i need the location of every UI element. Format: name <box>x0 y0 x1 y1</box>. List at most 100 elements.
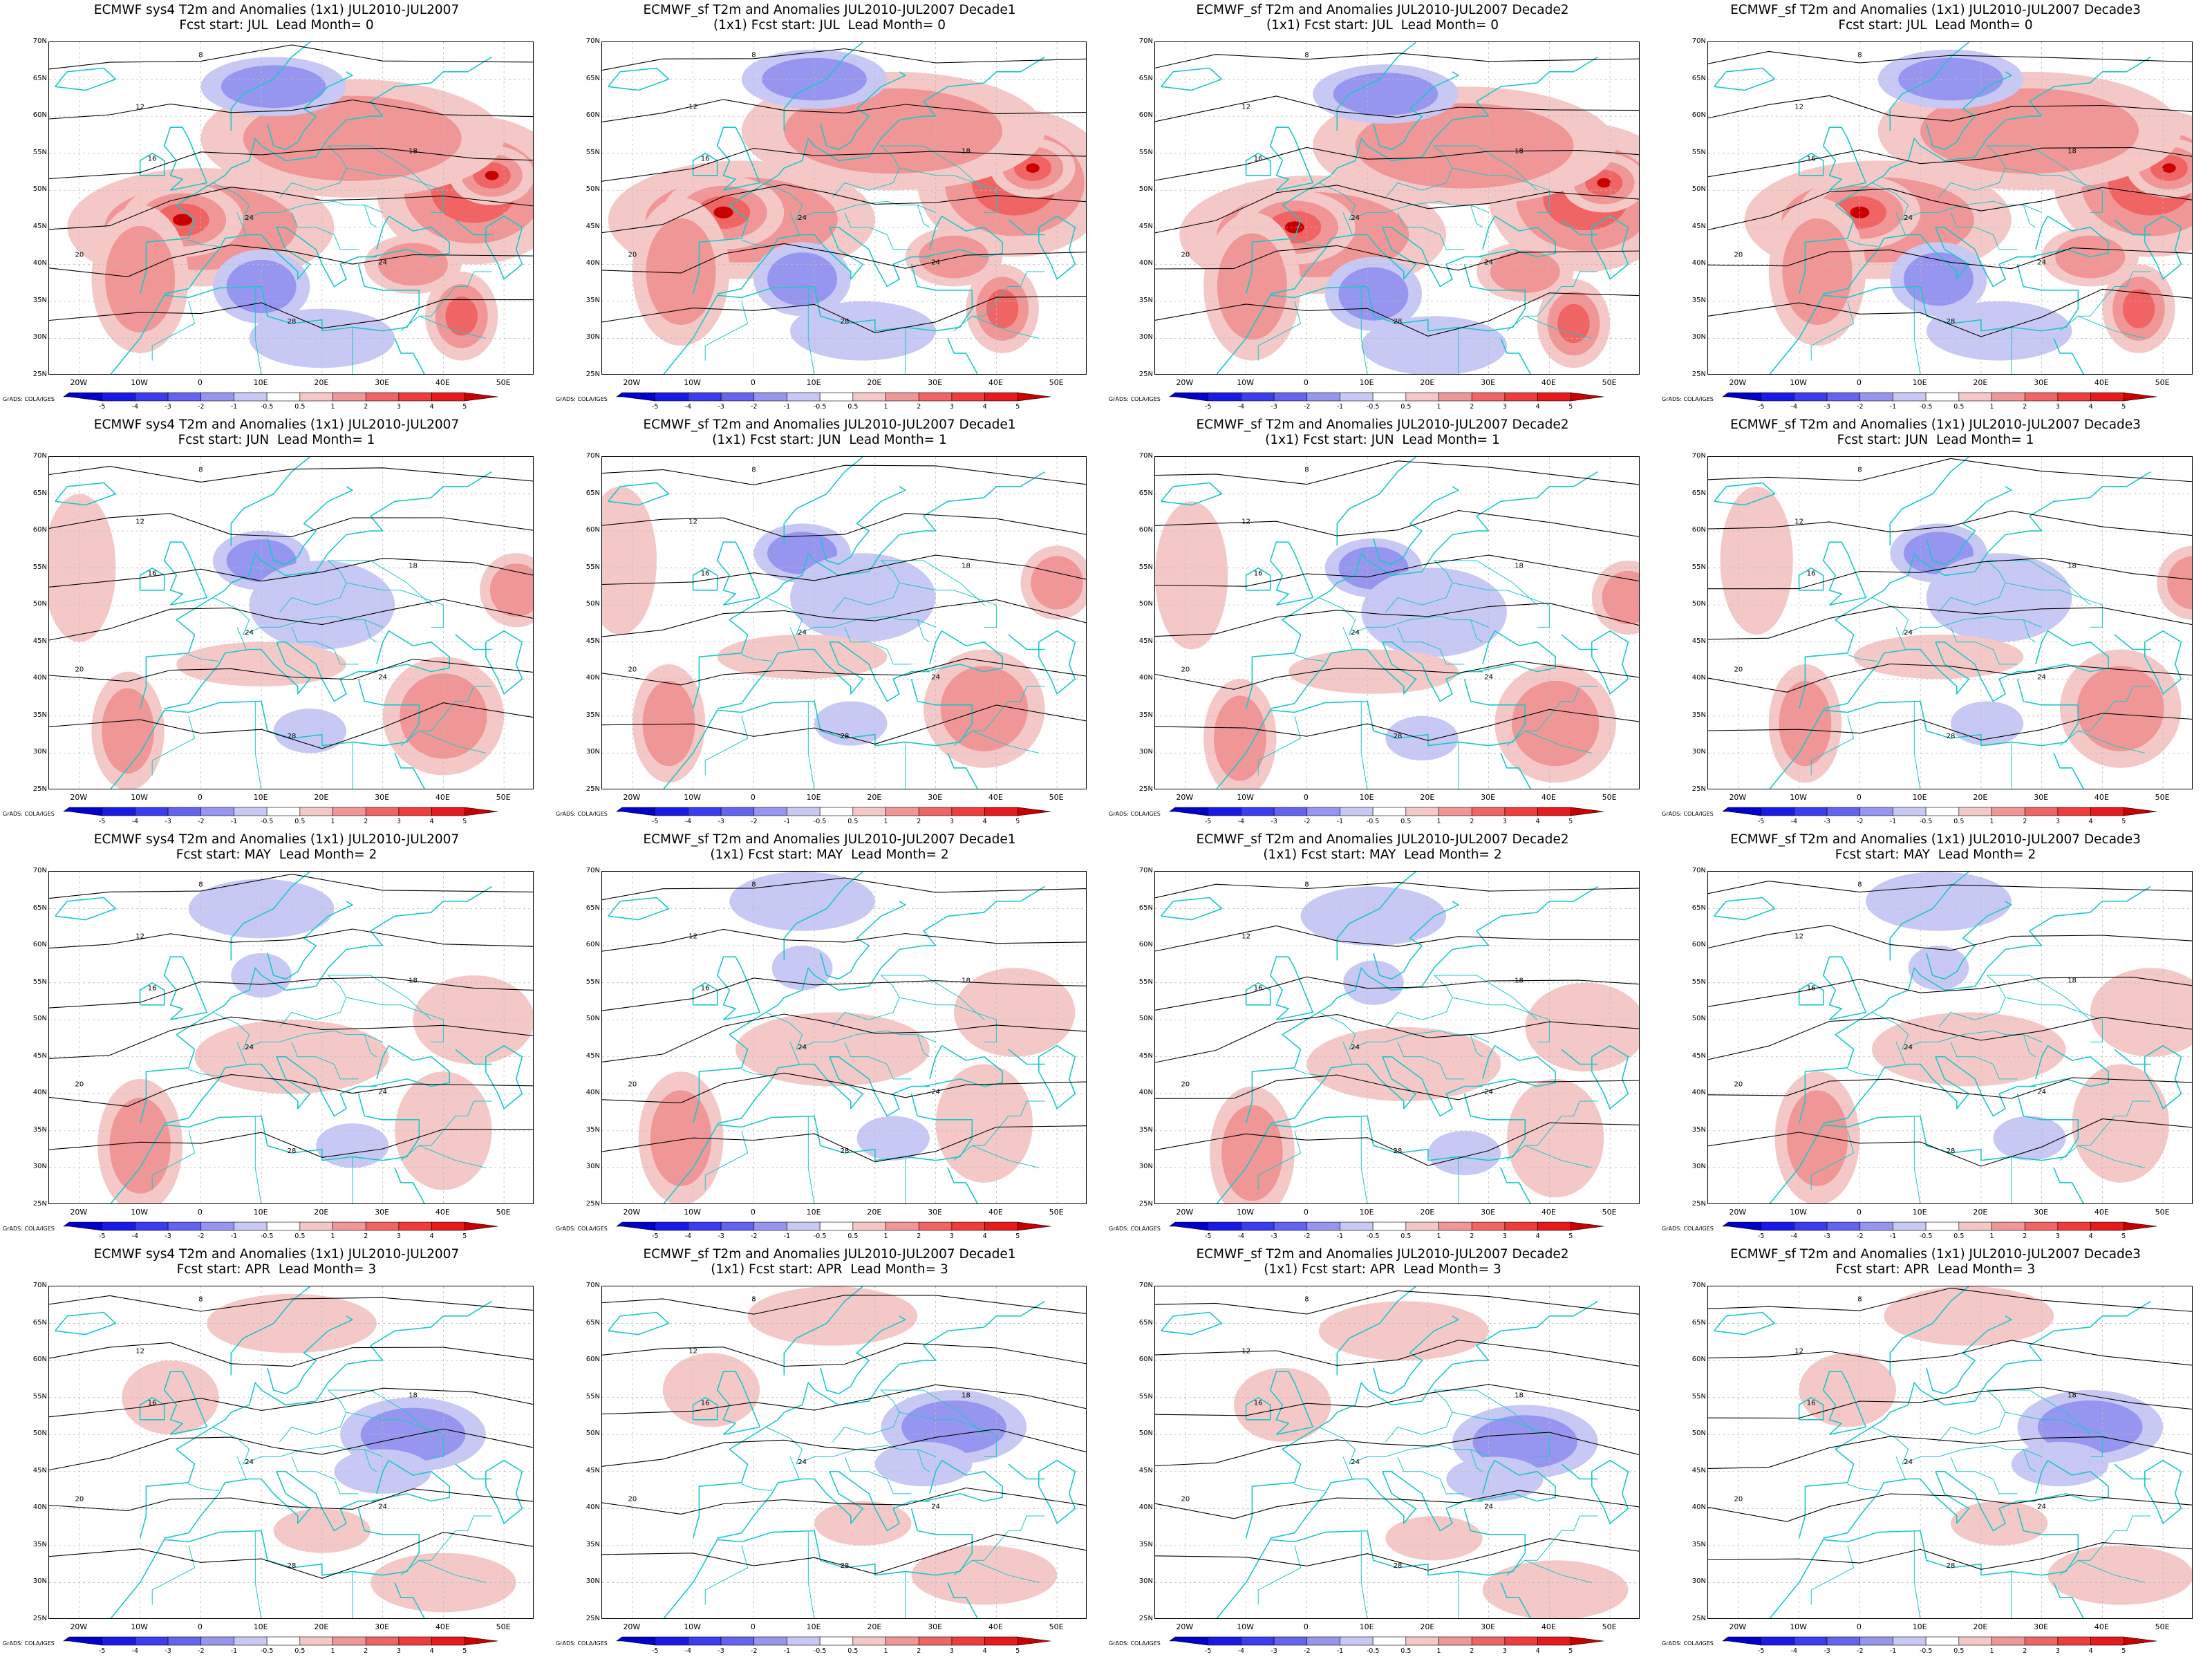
colorbar-swatch <box>1991 807 2025 816</box>
warm-anomaly-area <box>1884 1286 2054 1346</box>
contour-value-label: 20 <box>1181 1081 1190 1089</box>
colorbar-swatch <box>234 1636 268 1646</box>
colorbar-swatch <box>688 1221 722 1231</box>
latitude-tick-label: 65N <box>1138 74 1153 82</box>
colorbar-tick-label: 3 <box>2055 1232 2060 1240</box>
colorbar-tick-label: 1 <box>883 1232 888 1240</box>
latitude-tick-label: 25N <box>585 1200 600 1208</box>
colorbar-tick-label: -1 <box>783 1232 791 1240</box>
cold-anomaly-area <box>1361 316 1507 374</box>
contour-labels: 24 16 12 20 28 24 18 8 <box>1181 51 1524 326</box>
contour-value-label: 12 <box>135 1347 144 1355</box>
latitude-tick-label: 45N <box>585 637 600 645</box>
colorbar-swatch <box>135 1636 169 1646</box>
latitude-tick-label: 55N <box>1691 563 1706 571</box>
panel-title: ECMWF_sf T2m and Anomalies JUL2010-JUL20… <box>1196 3 1569 17</box>
latitude-tick-label: 55N <box>1138 1392 1153 1400</box>
latitude-tick-label: 40N <box>585 259 600 268</box>
panel-subtitle: (1x1) Fcst start: APR Lead Month= 3 <box>711 1262 948 1277</box>
colorbar-swatch <box>2090 1636 2124 1646</box>
longitude-tick-label: 50E <box>1602 378 1617 387</box>
contour-value-label: 18 <box>1515 148 1524 156</box>
longitude-tick-label: 10E <box>1359 1622 1374 1631</box>
longitude-tick-label: 40E <box>1541 378 1556 387</box>
colorbar-swatch <box>200 1636 234 1646</box>
colorbar-swatch <box>1925 807 1960 816</box>
contour-value-label: 28 <box>841 1562 850 1570</box>
longitude-tick-label: 40E <box>435 793 450 802</box>
latitude-tick-label: 60N <box>32 111 47 120</box>
contour-value-label: 24 <box>931 1503 940 1510</box>
longitude-tick-label: 20E <box>1420 378 1435 387</box>
latitude-tick-label: 40N <box>1138 259 1153 268</box>
map-frame: 24 16 12 20 28 24 18 8 <box>1707 871 2193 1204</box>
contour-value-label: 8 <box>198 881 203 888</box>
longitude-tick-label: 30E <box>1481 378 1496 387</box>
longitude-tick-label: 10E <box>1912 1622 1927 1631</box>
colorbar-tick-label: 0.5 <box>294 403 306 411</box>
colorbar-swatch <box>852 392 886 402</box>
colorbar-tick-label: 3 <box>396 1647 401 1655</box>
colorbar <box>1721 1635 2164 1649</box>
longitude-tick-label: 0 <box>1856 378 1862 387</box>
colorbar-tick-label: 5 <box>462 818 467 825</box>
contour-labels: 24 16 12 20 28 24 18 8 <box>1734 1295 2077 1570</box>
contour-value-label: 16 <box>1807 984 1816 992</box>
longitude-tick-label: 10E <box>1912 1208 1927 1217</box>
panel-subtitle: (1x1) Fcst start: JUN Lead Month= 1 <box>712 433 947 447</box>
latitude-tick-label: 35N <box>32 1125 47 1134</box>
country-borders <box>151 145 492 374</box>
longitude-tick-label: 10E <box>806 793 821 802</box>
contour-value-label: 18 <box>409 977 418 985</box>
coastlines <box>1161 457 1629 789</box>
colorbar-tick-label: 0.5 <box>1400 403 1412 411</box>
anomaly-map: 24 16 12 20 28 24 18 8 <box>49 457 533 789</box>
colorbar-tick-label: 5 <box>462 1232 467 1240</box>
warm-anomaly-area <box>814 1501 912 1546</box>
longitude-tick-label: 30E <box>375 1622 390 1631</box>
cold-anomaly-area <box>1333 73 1438 115</box>
latitude-tick-label: 55N <box>1138 148 1153 156</box>
latitude-tick-label: 70N <box>32 1282 47 1289</box>
graticule <box>602 457 1086 789</box>
anomaly-map: 24 16 12 20 28 24 18 8 <box>1708 457 2192 789</box>
warm-anomaly-area <box>2090 968 2192 1057</box>
colorbar-tick-label: 5 <box>2121 403 2126 411</box>
colorbar-swatch <box>431 1221 465 1231</box>
contour-value-label: 24 <box>378 673 387 681</box>
colorbar-swatch <box>63 392 102 402</box>
anomaly-map: 24 16 12 20 28 24 18 8 <box>49 42 533 374</box>
colorbar-tick-label: 0.5 <box>294 1232 306 1240</box>
colorbar-swatch <box>1018 1636 1051 1646</box>
colorbar-swatch <box>753 807 787 816</box>
contour-value-label: 28 <box>1947 1562 1956 1570</box>
colorbar-swatch <box>1169 1221 1208 1231</box>
colorbar-swatch <box>1241 807 1275 816</box>
latitude-tick-label: 45N <box>1691 222 1706 230</box>
colorbar-swatch <box>2024 1221 2059 1231</box>
contour-value-label: 12 <box>1241 932 1250 940</box>
colorbar-swatch <box>2024 1636 2059 1646</box>
latitude-tick-label: 70N <box>585 37 600 45</box>
longitude-tick-label: 10W <box>684 378 702 387</box>
longitude-tick-label: 10W <box>1790 1208 1808 1217</box>
longitude-tick-label: 40E <box>2094 1622 2109 1631</box>
panel-title: ECMWF_sf T2m and Anomalies JUL2010-JUL20… <box>1196 418 1569 432</box>
colorbar-swatch <box>787 1221 821 1231</box>
colorbar <box>1721 806 2164 819</box>
country-borders <box>704 1389 1045 1618</box>
longitude-tick-label: 30E <box>928 378 943 387</box>
contour-value-label: 24 <box>2037 1088 2046 1096</box>
colorbar-swatch <box>1169 1636 1208 1646</box>
colorbar-swatch <box>299 1221 333 1231</box>
coastlines <box>1161 1286 1629 1618</box>
colorbar-tick-label: 1 <box>1436 818 1441 825</box>
contour-value-label: 20 <box>75 1496 84 1503</box>
colorbar-swatch <box>1306 1636 1340 1646</box>
coastlines <box>1714 1286 2182 1618</box>
longitude-tick-label: 30E <box>375 378 390 387</box>
anomaly-map: 24 16 12 20 28 24 18 8 <box>1155 1286 1639 1618</box>
cold-anomaly-area <box>814 701 888 746</box>
latitude-tick-label: 55N <box>1691 977 1706 986</box>
longitude-tick-label: 10W <box>1790 793 1808 802</box>
